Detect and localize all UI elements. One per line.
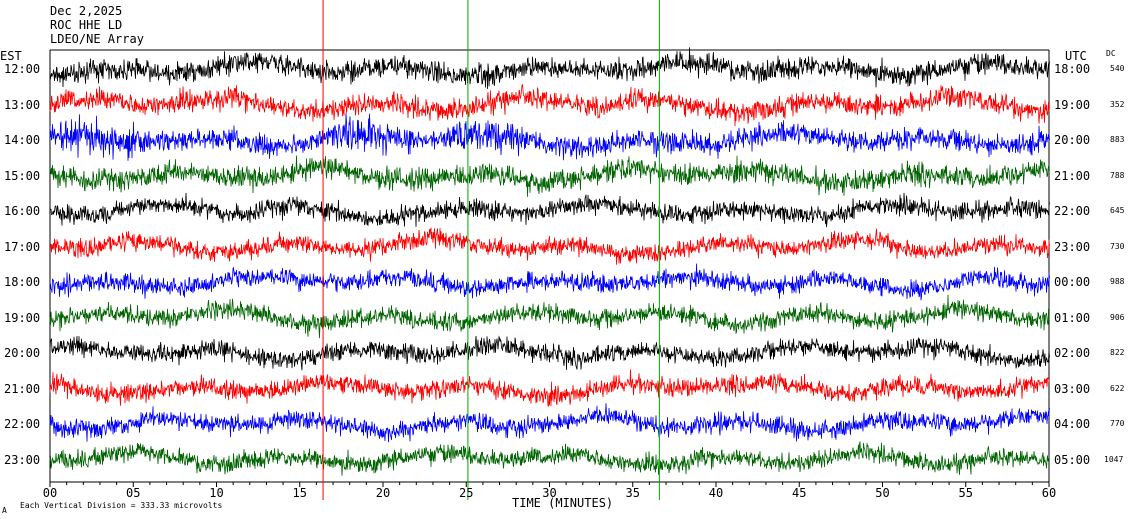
x-tick-label-05: 05 [126, 486, 140, 500]
est-hour-label: 20:00 [4, 346, 41, 360]
trace-1200 [49, 47, 1050, 90]
dc-offset-value: 540 [1110, 64, 1125, 73]
dc-offset-value: 352 [1110, 99, 1125, 109]
network-label: LDEO/NE Array [50, 32, 144, 46]
dc-offset-value: 622 [1110, 383, 1125, 393]
scale-note: Each Vertical Division = 333.33 microvol… [20, 501, 223, 510]
utc-hour-label: 18:00 [1054, 62, 1091, 76]
utc-hour-label: 22:00 [1054, 204, 1091, 218]
x-tick-label-15: 15 [293, 486, 307, 500]
dc-offset-value: 822 [1110, 348, 1125, 357]
right-timezone-label: UTC [1065, 49, 1087, 63]
utc-hour-label: 23:00 [1054, 239, 1091, 254]
x-tick-label-55: 55 [959, 486, 973, 500]
est-hour-label: 23:00 [4, 452, 41, 467]
est-hour-label: 18:00 [4, 275, 41, 289]
utc-hour-label: 21:00 [1054, 168, 1091, 183]
dc-offset-value: 788 [1110, 170, 1125, 180]
x-tick-label-00: 00 [43, 486, 57, 500]
x-tick-label-20: 20 [376, 486, 390, 500]
trace-2100 [49, 369, 1050, 407]
date-label: Dec 2,2025 [50, 4, 123, 18]
trace-2200 [49, 403, 1050, 443]
est-hour-label: 13:00 [4, 97, 41, 112]
dc-offset-value: 906 [1110, 312, 1125, 322]
corner-mark: A [2, 506, 7, 515]
trace-1800 [49, 263, 1050, 301]
trace-1900 [49, 294, 1050, 339]
dc-header-label: DC [1106, 49, 1116, 58]
utc-hour-label: 20:00 [1054, 133, 1091, 147]
x-tick-label-40: 40 [709, 486, 723, 500]
est-hour-label: 19:00 [4, 310, 41, 325]
est-hour-label: 12:00 [4, 62, 41, 76]
x-tick-label-50: 50 [875, 486, 889, 500]
x-tick-label-60: 60 [1042, 486, 1056, 500]
est-hour-label: 17:00 [4, 239, 41, 254]
utc-hour-label: 03:00 [1054, 381, 1091, 396]
trace-1500 [49, 155, 1050, 197]
trace-2300 [49, 441, 1050, 476]
dc-offset-value: 770 [1110, 419, 1125, 428]
trace-1300 [49, 84, 1050, 127]
left-timezone-label: EST [0, 49, 22, 63]
dc-offset-value: 645 [1110, 206, 1125, 215]
utc-hour-label: 00:00 [1054, 275, 1091, 289]
utc-hour-label: 05:00 [1054, 452, 1091, 467]
trace-1400 [49, 112, 1050, 161]
dc-offset-value: 988 [1110, 277, 1125, 286]
utc-hour-label: 02:00 [1054, 346, 1091, 360]
trace-1600 [49, 192, 1050, 228]
dc-offset-value: 1047 [1104, 454, 1124, 464]
trace-2000 [49, 335, 1050, 371]
x-tick-label-25: 25 [459, 486, 473, 500]
x-tick-label-10: 10 [209, 486, 223, 500]
x-tick-label-35: 35 [626, 486, 640, 500]
utc-hour-label: 04:00 [1054, 417, 1091, 431]
utc-hour-label: 19:00 [1054, 97, 1091, 112]
est-hour-label: 21:00 [4, 381, 41, 396]
trace-1700 [49, 227, 1050, 265]
est-hour-label: 16:00 [4, 204, 41, 218]
x-tick-label-30: 30 [542, 486, 556, 500]
x-tick-label-45: 45 [792, 486, 806, 500]
station-label: ROC HHE LD [50, 18, 123, 32]
est-hour-label: 15:00 [4, 168, 41, 183]
est-hour-label: 22:00 [4, 417, 41, 431]
dc-offset-value: 730 [1110, 241, 1125, 251]
est-hour-label: 14:00 [4, 133, 41, 147]
utc-hour-label: 01:00 [1054, 310, 1091, 325]
dc-offset-value: 883 [1110, 135, 1125, 144]
x-axis-title: TIME (MINUTES) [512, 496, 614, 510]
